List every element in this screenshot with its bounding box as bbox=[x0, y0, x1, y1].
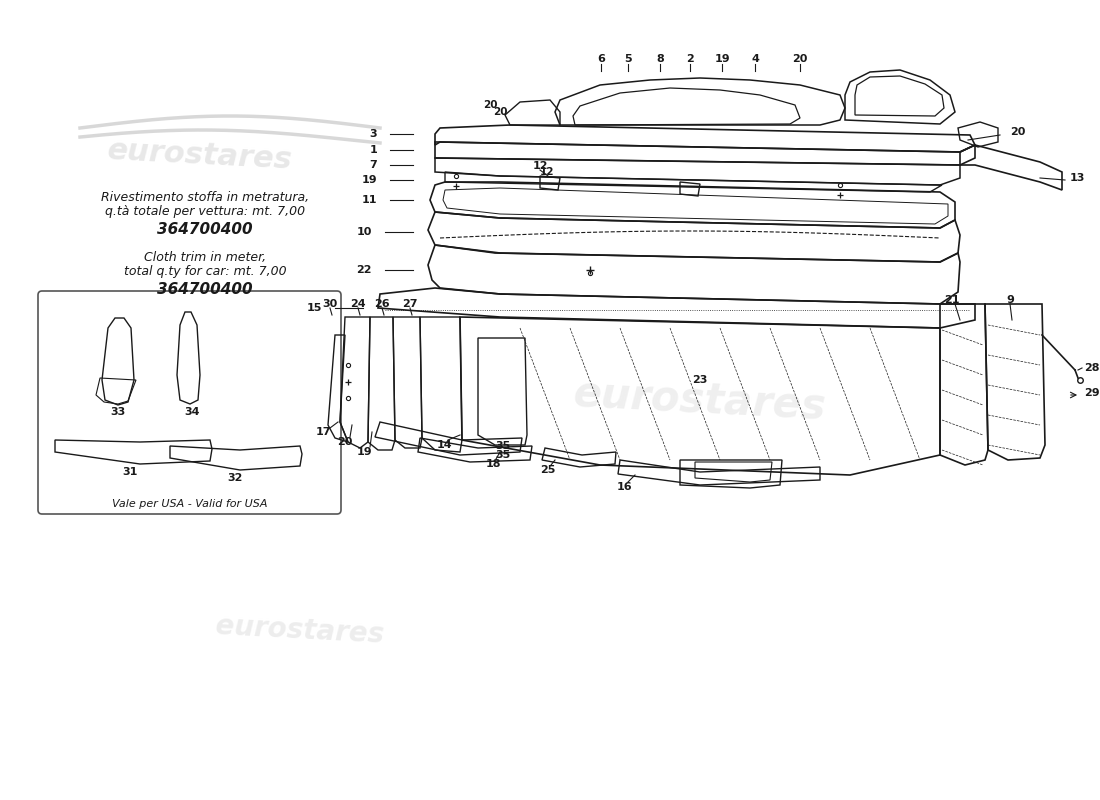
Text: 20: 20 bbox=[493, 107, 507, 117]
Text: 18: 18 bbox=[485, 459, 501, 469]
Text: 15: 15 bbox=[307, 303, 322, 313]
Text: 13: 13 bbox=[1070, 173, 1086, 183]
Text: 26: 26 bbox=[374, 299, 389, 309]
Text: 6: 6 bbox=[597, 54, 605, 64]
Text: 11: 11 bbox=[362, 195, 377, 205]
Text: 28: 28 bbox=[1084, 363, 1100, 373]
Text: 20: 20 bbox=[1010, 127, 1025, 137]
Text: 30: 30 bbox=[322, 299, 338, 309]
Text: 3: 3 bbox=[370, 129, 377, 139]
Text: 12: 12 bbox=[540, 167, 554, 177]
Text: 17: 17 bbox=[316, 427, 331, 437]
Text: 19: 19 bbox=[358, 447, 373, 457]
Text: 24: 24 bbox=[350, 299, 366, 309]
Text: 22: 22 bbox=[356, 265, 372, 275]
Text: 10: 10 bbox=[356, 227, 372, 237]
Text: 19: 19 bbox=[362, 175, 377, 185]
Text: 2: 2 bbox=[686, 54, 694, 64]
Text: 12: 12 bbox=[532, 161, 548, 171]
Text: 8: 8 bbox=[656, 54, 664, 64]
Text: 23: 23 bbox=[692, 375, 707, 385]
Text: 32: 32 bbox=[228, 473, 243, 483]
Text: 4: 4 bbox=[751, 54, 759, 64]
Text: total q.ty for car: mt. 7,00: total q.ty for car: mt. 7,00 bbox=[123, 265, 286, 278]
Text: 20: 20 bbox=[338, 437, 353, 447]
Text: 364700400: 364700400 bbox=[157, 282, 253, 297]
Text: Rivestimento stoffa in metratura,: Rivestimento stoffa in metratura, bbox=[101, 191, 309, 205]
Text: Vale per USA - Valid for USA: Vale per USA - Valid for USA bbox=[112, 499, 267, 509]
Text: q.tà totale per vettura: mt. 7,00: q.tà totale per vettura: mt. 7,00 bbox=[104, 206, 305, 218]
Text: eurostares: eurostares bbox=[107, 136, 294, 174]
Text: 7: 7 bbox=[370, 160, 377, 170]
Text: 364700400: 364700400 bbox=[157, 222, 253, 238]
FancyBboxPatch shape bbox=[39, 291, 341, 514]
Text: 9: 9 bbox=[1006, 295, 1014, 305]
Text: 33: 33 bbox=[110, 407, 125, 417]
Text: 1: 1 bbox=[370, 145, 377, 155]
Text: eurostares: eurostares bbox=[572, 373, 827, 427]
Text: 35: 35 bbox=[495, 450, 510, 460]
Text: 31: 31 bbox=[122, 467, 138, 477]
Text: 29: 29 bbox=[1084, 388, 1100, 398]
Text: 35: 35 bbox=[495, 441, 510, 451]
Text: 34: 34 bbox=[185, 407, 200, 417]
Text: 20: 20 bbox=[792, 54, 807, 64]
Text: Cloth trim in meter,: Cloth trim in meter, bbox=[144, 250, 266, 263]
Text: 14: 14 bbox=[437, 440, 453, 450]
Text: 19: 19 bbox=[714, 54, 729, 64]
Text: eurostares: eurostares bbox=[214, 612, 385, 648]
Text: 5: 5 bbox=[624, 54, 631, 64]
Text: 20: 20 bbox=[483, 100, 497, 110]
Text: 21: 21 bbox=[944, 295, 959, 305]
Text: 27: 27 bbox=[403, 299, 418, 309]
Text: 25: 25 bbox=[540, 465, 556, 475]
Text: 16: 16 bbox=[617, 482, 632, 492]
